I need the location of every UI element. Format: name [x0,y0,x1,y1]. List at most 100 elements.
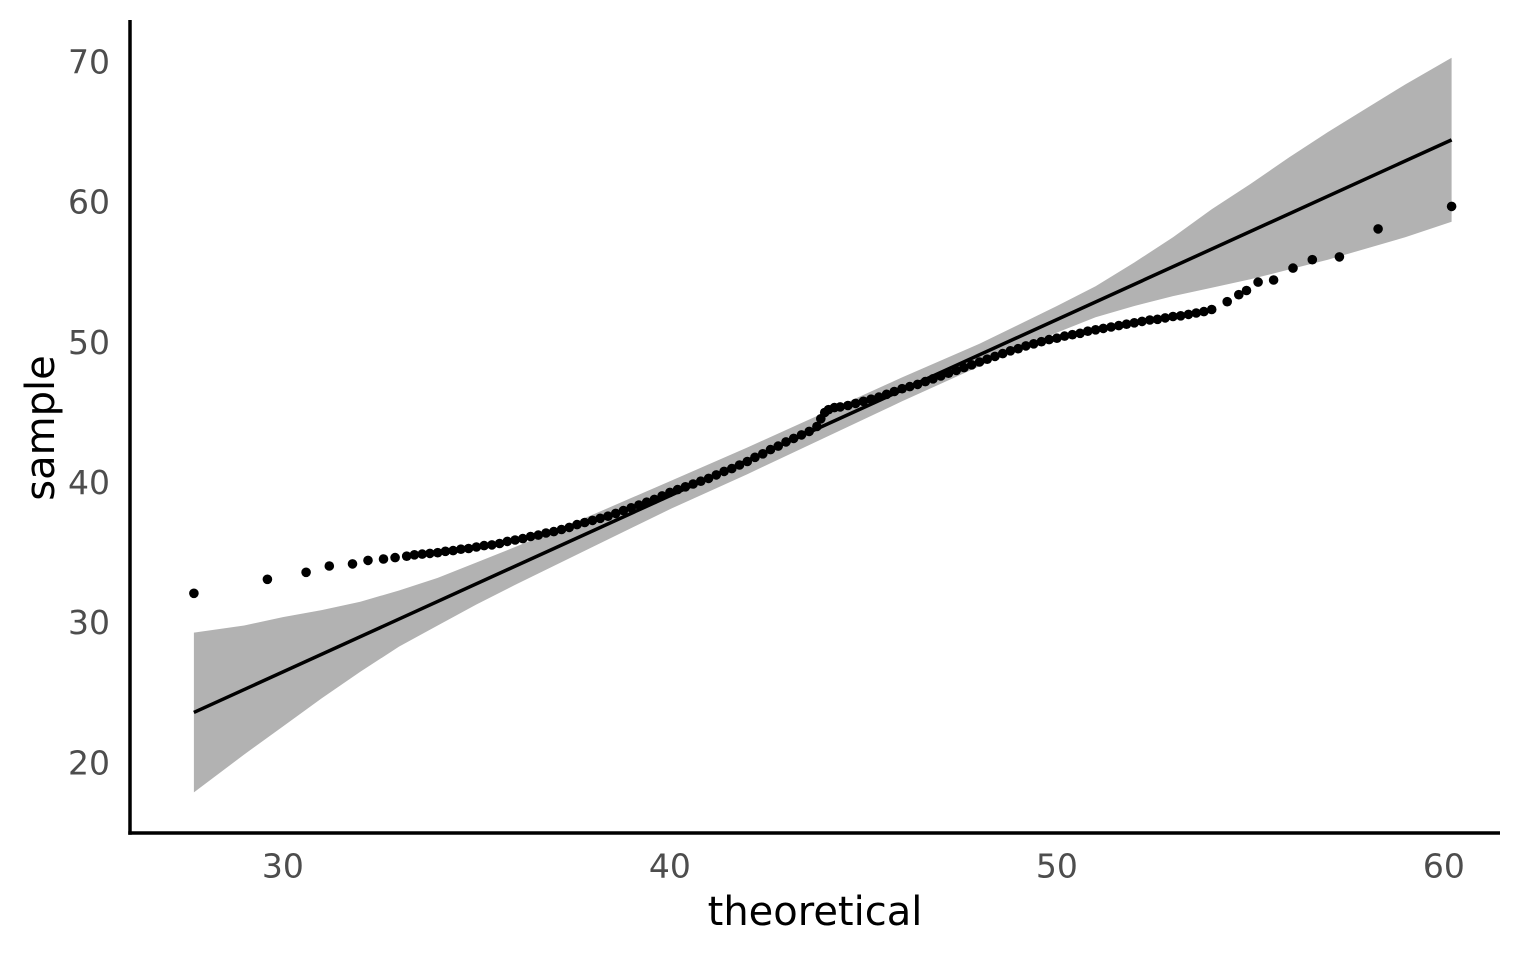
data-point [1059,331,1070,341]
x-tick-label: 30 [262,847,304,886]
data-point [1036,336,1047,347]
data-point [897,383,907,394]
data-point [1137,316,1147,327]
data-point [556,524,567,535]
data-point [541,528,551,538]
data-point [959,362,969,373]
data-point [549,526,559,537]
data-point [742,456,753,467]
data-point [1175,311,1186,321]
data-point [649,494,660,505]
data-point [301,567,311,578]
data-point [719,466,729,477]
data-point [1114,320,1124,331]
data-point [974,357,985,367]
data-point [626,503,636,513]
data-point [866,394,876,405]
data-point [479,540,489,551]
data-point [1234,289,1244,300]
data-point [1044,334,1054,345]
data-point [587,515,598,526]
data-point [657,491,667,501]
data-point [905,381,915,392]
data-point [881,389,892,400]
data-point [835,402,845,412]
data-point [672,484,683,495]
data-point [773,441,783,451]
data-point [347,559,358,569]
data-point [1106,322,1116,332]
data-point [456,544,466,554]
data-point [1160,313,1170,323]
data-point [1121,319,1132,330]
data-point [1334,252,1345,262]
data-point [425,548,435,559]
data-point [595,513,605,524]
data-point [858,396,869,407]
data-point [510,535,520,545]
y-tick-label: 50 [68,323,110,362]
data-point [1288,263,1298,273]
data-point [688,479,698,489]
data-point [812,421,822,432]
data-point [324,561,335,571]
data-point [409,550,420,560]
data-point [262,574,273,585]
data-point [525,531,536,542]
y-tick-label: 20 [68,743,110,782]
data-point [711,470,722,480]
data-point [1191,308,1201,318]
data-point [843,400,853,411]
data-point [727,463,737,474]
data-point [1373,224,1383,234]
data-point [603,511,613,521]
data-point [533,530,544,540]
y-tick-label: 60 [68,183,110,222]
x-tick-label: 50 [1036,847,1078,886]
data-point [1067,329,1078,340]
data-point [564,522,575,533]
data-point [440,546,451,557]
x-tick-label: 60 [1423,847,1465,886]
data-point [1199,306,1209,317]
data-point [1241,285,1252,296]
data-point [401,551,412,561]
data-point [1145,315,1155,325]
data-point [1206,304,1217,315]
data-point [1446,201,1457,212]
data-point [928,374,938,384]
data-point [390,552,400,563]
data-point [1083,326,1093,337]
data-point [781,437,791,447]
y-tick-label: 40 [68,463,110,502]
data-point [665,487,675,498]
data-point [579,517,590,528]
data-point [912,379,923,390]
data-point [448,545,458,556]
data-point [634,500,644,510]
data-point [889,386,900,397]
data-point [765,444,776,455]
data-point [378,554,389,564]
data-point [1021,341,1031,351]
qq-reference-line [193,138,1453,715]
data-point [804,426,814,437]
data-point [641,497,652,508]
data-point [696,476,706,487]
data-point [487,540,497,550]
data-point [1052,333,1062,344]
data-point [951,365,962,376]
data-point [417,549,428,559]
y-tick-label: 70 [68,43,110,82]
data-point [518,533,528,544]
data-point [936,371,946,381]
data-point [850,398,861,409]
data-point [610,508,621,519]
data-point [1152,314,1163,325]
data-point [788,433,799,444]
data-point [703,473,714,484]
data-point [966,360,977,370]
data-point [471,542,482,552]
